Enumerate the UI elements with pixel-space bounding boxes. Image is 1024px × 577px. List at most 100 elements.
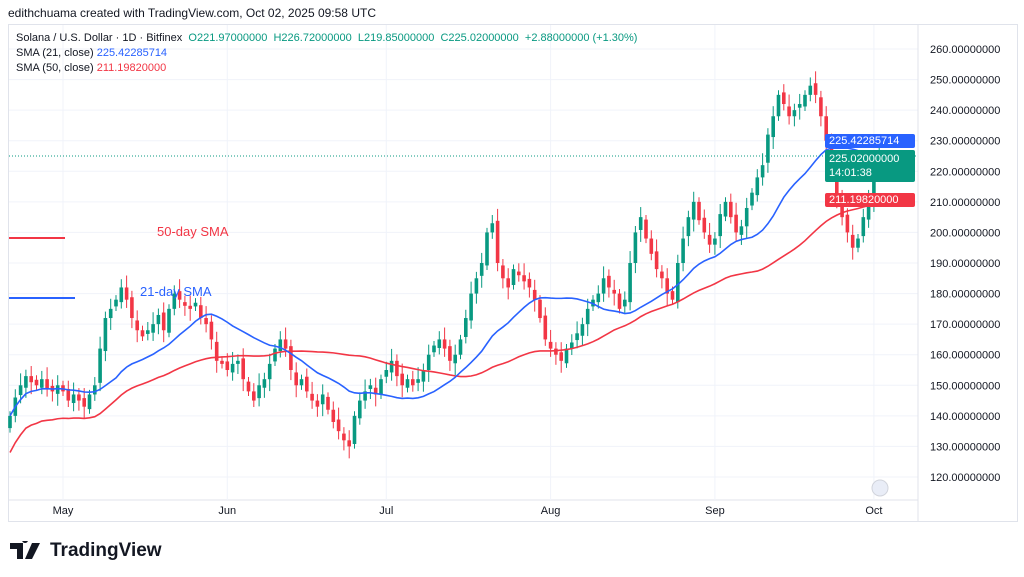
bar-countdown: 14:01:38 xyxy=(829,167,872,179)
tradingview-logo-icon xyxy=(10,541,40,559)
candle-down xyxy=(448,346,452,361)
candle-up xyxy=(458,339,463,355)
candle-down xyxy=(214,341,219,361)
candle-up xyxy=(861,217,866,237)
candle-up xyxy=(766,134,770,163)
candle-up xyxy=(262,379,267,388)
candle-up xyxy=(98,348,102,383)
candle-up xyxy=(257,385,261,399)
candle-up xyxy=(570,342,574,349)
candle-up xyxy=(156,314,161,325)
candle-down xyxy=(501,265,505,279)
candle-up xyxy=(750,192,754,206)
x-tick-label: Jul xyxy=(379,505,393,517)
candle-down xyxy=(612,289,616,294)
candle-up xyxy=(490,223,495,233)
candle-up xyxy=(358,400,362,419)
candle-up xyxy=(744,207,749,227)
candle-down xyxy=(517,271,521,276)
candle-down xyxy=(734,214,738,233)
chart-frame[interactable] xyxy=(8,24,1018,522)
sma21-price-tag: 225.42285714 xyxy=(825,134,915,148)
last-price-tag: 225.02000000 14:01:38 xyxy=(825,150,915,182)
candle-up xyxy=(71,394,76,404)
candle-up xyxy=(405,379,410,388)
candle-up xyxy=(273,348,277,362)
y-tick-label: 140.00000000 xyxy=(930,411,1000,423)
candle-up xyxy=(723,201,728,217)
candle-down xyxy=(326,396,330,410)
candle-up xyxy=(760,165,765,178)
candle-up xyxy=(278,339,283,352)
sma21-row[interactable]: SMA (21, close) 225.42285714 xyxy=(16,46,637,61)
candle-down xyxy=(824,116,828,141)
candle-up xyxy=(108,308,113,319)
candle-up xyxy=(151,324,155,333)
y-tick-label: 220.00000000 xyxy=(930,166,1000,178)
sma21-value: 225.42285714 xyxy=(96,47,168,59)
candle-up xyxy=(808,85,813,95)
candle-up xyxy=(368,385,373,389)
candle-down xyxy=(241,358,245,380)
candle-up xyxy=(564,348,569,364)
candle-up xyxy=(236,360,240,364)
candle-down xyxy=(665,278,669,294)
candle-up xyxy=(24,376,28,388)
candle-up xyxy=(230,363,235,373)
candle-up xyxy=(633,232,638,263)
candle-up xyxy=(623,299,627,307)
candle-up xyxy=(267,363,272,380)
candle-down xyxy=(559,352,563,361)
candle-down xyxy=(506,278,510,288)
candle-up xyxy=(485,232,489,266)
candle-up xyxy=(797,104,802,108)
y-tick-label: 190.00000000 xyxy=(930,258,1000,270)
candle-up xyxy=(580,324,585,336)
candle-up xyxy=(363,391,367,401)
tradingview-logo[interactable]: TradingView xyxy=(10,540,162,562)
y-tick-label: 170.00000000 xyxy=(930,319,1000,331)
candle-down xyxy=(522,275,526,282)
candle-down xyxy=(283,339,288,349)
candle-down xyxy=(411,379,415,386)
sma50-price-tag: 211.19820000 xyxy=(825,193,915,207)
candle-down xyxy=(617,293,622,309)
candle-up xyxy=(114,299,118,307)
candle-down xyxy=(289,346,293,370)
candle-up xyxy=(713,238,717,245)
y-tick-label: 160.00000000 xyxy=(930,350,1000,362)
candle-up xyxy=(575,333,579,341)
candle-down xyxy=(66,388,71,401)
candle-down xyxy=(161,312,166,331)
candle-up xyxy=(40,379,44,388)
candle-down xyxy=(840,201,844,218)
candle-up xyxy=(464,318,468,337)
candle-up xyxy=(8,415,12,429)
candle-up xyxy=(384,370,389,377)
sma50-label: SMA (50, close) xyxy=(16,62,94,74)
candle-up xyxy=(872,171,876,202)
symbol-label[interactable]: Solana / U.S. Dollar · 1D · Bitfinex xyxy=(16,32,183,44)
candle-down xyxy=(813,83,818,95)
candle-up xyxy=(511,269,516,286)
candle-up xyxy=(792,110,797,117)
sma50-line xyxy=(9,199,880,453)
candle-down xyxy=(204,318,208,325)
candle-up xyxy=(474,278,479,294)
candle-down xyxy=(538,299,542,319)
candle-down xyxy=(124,287,129,300)
candle-down xyxy=(660,271,664,279)
candle-down xyxy=(342,433,346,441)
candle-up xyxy=(426,354,431,370)
candle-up xyxy=(416,379,420,383)
candle-up xyxy=(193,302,198,307)
brand-name: TradingView xyxy=(50,540,162,561)
candle-up xyxy=(755,177,760,196)
x-tick-label: Sep xyxy=(705,505,725,517)
change-value: +2.88000000 (+1.30%) xyxy=(524,32,638,44)
candle-up xyxy=(479,263,484,276)
candle-down xyxy=(670,291,675,300)
candle-down xyxy=(45,379,49,389)
candle-down xyxy=(644,219,648,239)
sma50-row[interactable]: SMA (50, close) 211.19820000 xyxy=(16,61,637,76)
